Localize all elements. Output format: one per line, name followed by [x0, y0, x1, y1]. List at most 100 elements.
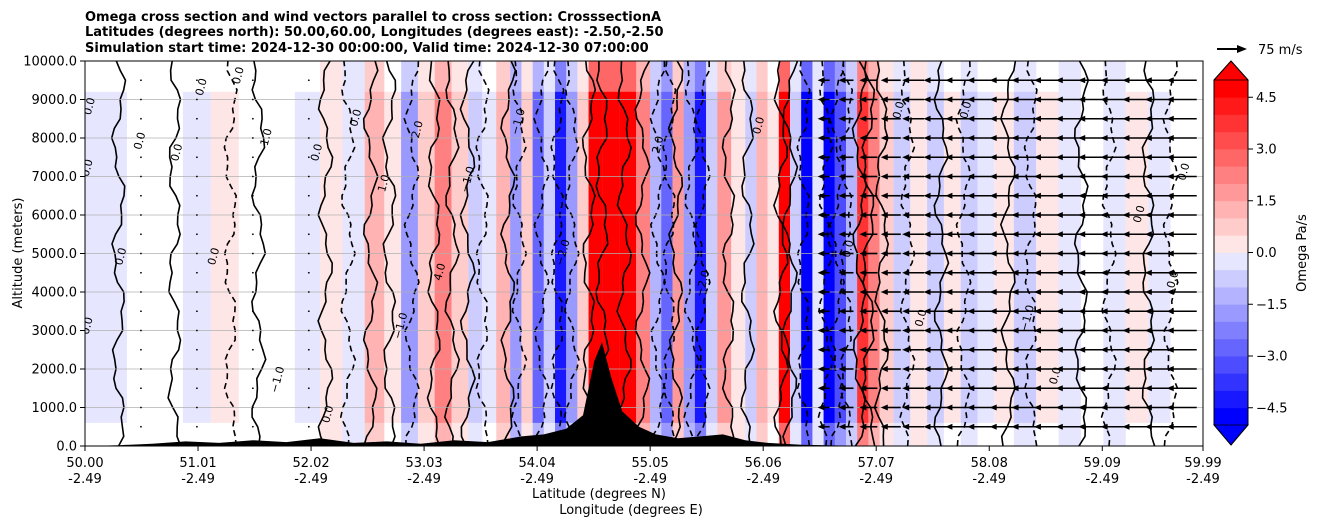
wind-vector-head — [945, 423, 953, 430]
wind-vector-dot — [140, 348, 142, 351]
wind-vector-head — [1166, 173, 1174, 180]
wind-vector-dot — [196, 252, 198, 255]
wind-vector-head — [1078, 289, 1086, 295]
y-tick-label: 3000.0 — [32, 324, 78, 339]
colorbar-band — [1214, 373, 1248, 391]
wind-vector-head — [880, 308, 888, 315]
x-tick-label-longitude: -2.49 — [859, 472, 893, 487]
wind-vector-dot — [307, 271, 310, 274]
wind-vector-dot — [140, 387, 142, 390]
wind-vector-dot — [307, 175, 310, 178]
wind-vector-head — [1100, 77, 1108, 84]
y-tick-label: 1000.0 — [32, 401, 78, 416]
x-tick-label-latitude: 57.07 — [858, 456, 895, 471]
wind-vector-head — [1144, 250, 1152, 257]
wind-vector-head — [1033, 154, 1041, 161]
wind-vector-head — [1166, 346, 1174, 353]
wind-vector-dot — [251, 387, 254, 390]
wind-vector-head — [880, 289, 888, 295]
wind-vector-head — [923, 269, 931, 276]
wind-vector-head — [1166, 366, 1174, 372]
omega-column-core — [1058, 91, 1082, 423]
wind-vector-dot — [196, 214, 198, 216]
wind-vector-head — [1100, 308, 1108, 315]
wind-vector-head — [880, 346, 888, 353]
contour-label: 0.0 — [1047, 366, 1064, 386]
wind-vector-head — [967, 173, 975, 180]
wind-vector-dot — [307, 387, 310, 390]
wind-vector-head — [945, 115, 953, 122]
colorbar-band — [1214, 252, 1248, 271]
wind-vector-dot — [196, 117, 198, 120]
wind-vector-head — [1055, 346, 1063, 353]
omega-column-core — [521, 91, 534, 423]
wind-vector-head — [1122, 173, 1130, 180]
wind-vector-head — [1144, 269, 1152, 276]
wind-vector-dot — [196, 406, 198, 409]
wind-vector-head — [1144, 423, 1152, 430]
wind-vector-head — [859, 385, 867, 392]
wind-vector-head — [1055, 231, 1063, 238]
wind-vector-head — [989, 77, 997, 84]
wind-vector-head — [1078, 77, 1086, 84]
wind-vector-head — [838, 346, 846, 353]
wind-vector-dot — [140, 194, 142, 197]
wind-vector-head — [859, 173, 867, 180]
x-tick-label-latitude: 50.00 — [66, 456, 103, 471]
omega-column-core — [1103, 91, 1127, 423]
contour-label: 0.0 — [750, 115, 767, 135]
wind-vector-head — [859, 96, 867, 103]
omega-column-core — [731, 91, 746, 423]
wind-vector-head — [945, 77, 953, 84]
y-axis: 0.0 1000.0 2000.0 3000.0 4000.0 5000.0 6000.0 7… — [23, 55, 85, 455]
contour-label: 0.0 — [193, 77, 210, 97]
wind-vector-head — [817, 115, 825, 122]
wind-vector-dot — [196, 156, 198, 159]
wind-vector-head — [838, 154, 846, 161]
wind-vector-head — [817, 231, 825, 238]
contour-label: 0.0 — [205, 246, 222, 266]
wind-vector-head — [859, 404, 867, 411]
wind-vector-head — [838, 96, 846, 103]
contour-label: 0.0 — [957, 100, 974, 120]
colorbar-band — [1214, 166, 1248, 184]
wind-vector-head — [967, 154, 975, 161]
wind-vector-head — [1011, 404, 1019, 411]
wind-vector-head — [859, 154, 867, 161]
wind-vector-head — [1122, 212, 1130, 218]
wind-vector-dot — [196, 98, 198, 101]
wind-vector-dot — [196, 310, 198, 313]
omega-column-core — [879, 91, 895, 423]
x-tick-label-longitude: -2.49 — [68, 472, 102, 487]
wind-vector-head — [923, 385, 931, 392]
quiver-key: 75 m/s — [1217, 43, 1303, 58]
wind-vector-head — [989, 366, 997, 372]
wind-vectors — [140, 77, 1197, 430]
wind-vector-head — [859, 308, 867, 315]
wind-vector-head — [1100, 327, 1108, 334]
wind-vector-head — [859, 423, 867, 430]
wind-vector-head — [1100, 346, 1108, 353]
wind-vector-dot — [140, 252, 142, 255]
x-tick-label-longitude: -2.49 — [1085, 472, 1119, 487]
colorbar-band — [1214, 97, 1248, 115]
wind-vector-head — [923, 327, 931, 334]
wind-vector-head — [880, 77, 888, 84]
wind-vector-head — [1122, 192, 1130, 199]
wind-vector-head — [1033, 173, 1041, 180]
x-tick-label-latitude: 59.09 — [1084, 456, 1121, 471]
contour-label: 0.0 — [131, 131, 148, 151]
wind-vector-head — [1033, 346, 1041, 353]
chart-title-line-1: Omega cross section and wind vectors par… — [85, 10, 661, 25]
wind-vector-head — [838, 77, 846, 84]
wind-vector-head — [902, 77, 910, 84]
x-tick-label-latitude: 51.01 — [179, 456, 216, 471]
x-tick-label-latitude: 53.03 — [405, 456, 442, 471]
wind-vector-head — [1166, 289, 1174, 295]
wind-vector-head — [1078, 212, 1086, 218]
wind-vector-head — [1055, 77, 1063, 84]
wind-vector-head — [902, 423, 910, 430]
colorbar-band — [1214, 131, 1248, 150]
omega-column-core — [555, 91, 567, 423]
chart-title-line-3: Simulation start time: 2024-12-30 00:00:… — [85, 41, 649, 56]
